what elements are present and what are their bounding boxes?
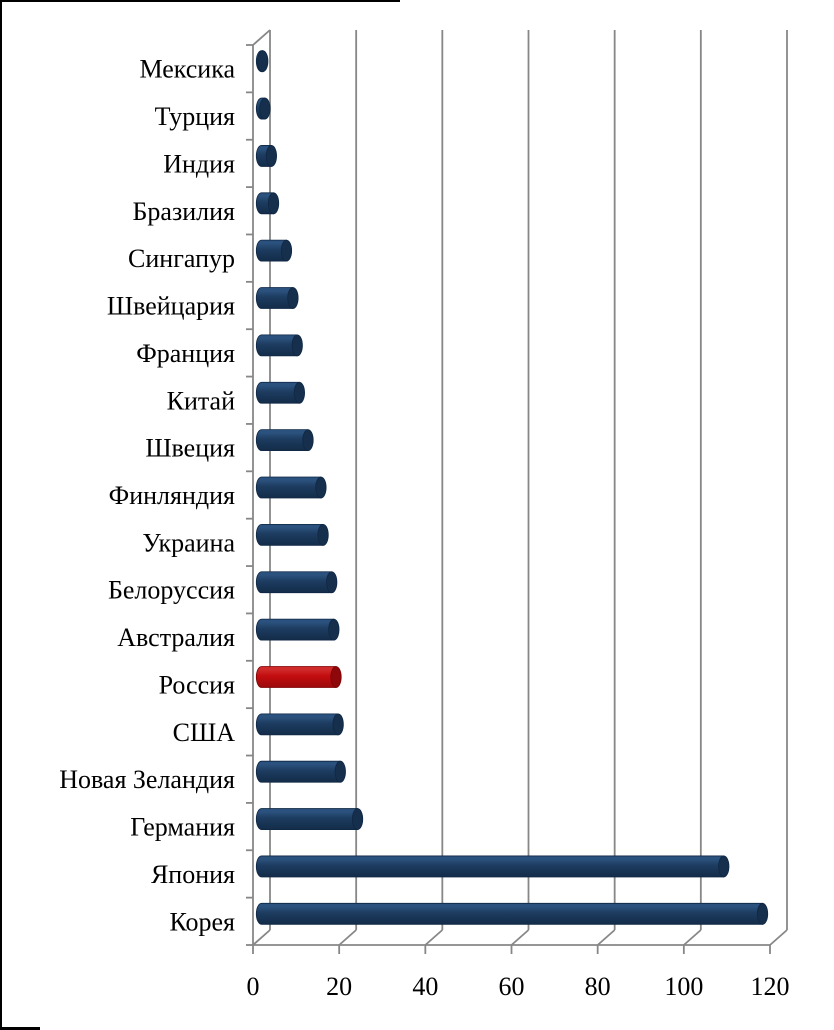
bar-body bbox=[255, 618, 335, 641]
bar bbox=[255, 476, 327, 499]
bar bbox=[255, 429, 314, 452]
bar bbox=[255, 97, 271, 120]
bar-end-cap bbox=[334, 760, 346, 783]
bar-end-cap bbox=[315, 476, 327, 499]
bar bbox=[255, 239, 293, 262]
floor-slant-connector bbox=[338, 929, 357, 946]
bar bbox=[255, 192, 280, 215]
bar-end-cap bbox=[718, 855, 730, 878]
x-tick-label: 0 bbox=[247, 972, 260, 1001]
bar bbox=[255, 334, 303, 357]
bar-end-cap bbox=[287, 287, 299, 309]
window-border-left bbox=[0, 0, 2, 1030]
x-tick-label: 100 bbox=[664, 972, 703, 1001]
category-label: Франция bbox=[136, 339, 235, 368]
category-label: Япония bbox=[151, 860, 235, 889]
window-border-top bbox=[0, 0, 400, 2]
bar-highlighted bbox=[255, 666, 342, 688]
bar-body bbox=[255, 239, 287, 262]
bar-end-cap bbox=[328, 618, 340, 641]
bar-body bbox=[255, 855, 725, 878]
bar-body bbox=[255, 666, 337, 688]
category-label: Швеция bbox=[145, 434, 235, 463]
bar-end-cap bbox=[280, 239, 293, 262]
bar-end-cap bbox=[332, 713, 344, 736]
x-tick-label: 60 bbox=[499, 972, 525, 1001]
category-label: Бразилия bbox=[132, 197, 235, 226]
bar bbox=[255, 713, 344, 736]
bar bbox=[255, 902, 769, 925]
window-border-bottom bbox=[0, 1027, 40, 1030]
bar-end-cap bbox=[317, 523, 329, 546]
bar-body bbox=[255, 523, 324, 546]
category-label: Индия bbox=[163, 149, 235, 178]
bar-end-cap bbox=[291, 334, 303, 357]
bar-body bbox=[255, 902, 763, 925]
bar bbox=[255, 618, 340, 641]
bar-end-cap bbox=[330, 666, 342, 688]
x-tick-label: 80 bbox=[585, 972, 611, 1001]
category-label: Германия bbox=[130, 813, 235, 842]
bar-body bbox=[255, 760, 341, 783]
x-tick-label: 120 bbox=[751, 972, 790, 1001]
category-label: Сингапур bbox=[128, 244, 235, 273]
category-label: США bbox=[173, 718, 236, 747]
bar-body bbox=[255, 334, 298, 357]
bar-body bbox=[255, 808, 358, 830]
floor-slant-connector bbox=[510, 929, 530, 946]
wall-top-slant bbox=[252, 29, 271, 46]
category-label: Австралия bbox=[117, 623, 235, 652]
bar-body bbox=[255, 571, 333, 594]
category-label: Украина bbox=[142, 528, 235, 557]
category-label: Россия bbox=[159, 670, 235, 699]
category-label: Турция bbox=[155, 102, 235, 131]
bar-end-cap bbox=[267, 192, 280, 215]
bar bbox=[255, 50, 269, 73]
bar bbox=[255, 571, 338, 594]
bar bbox=[255, 523, 329, 546]
bar-end-cap bbox=[351, 808, 364, 830]
category-label: Белоруссия bbox=[108, 576, 235, 605]
bar-body bbox=[255, 287, 294, 309]
bar-end-cap bbox=[265, 145, 277, 167]
bar-end-cap bbox=[302, 429, 314, 452]
bar bbox=[255, 760, 346, 783]
floor-slant-connector bbox=[683, 929, 702, 946]
bar-body bbox=[255, 429, 309, 452]
bar-body bbox=[255, 476, 322, 499]
bar bbox=[255, 381, 305, 404]
category-label: Мексика bbox=[139, 55, 235, 84]
bar bbox=[255, 287, 299, 309]
floor-slant-connector bbox=[252, 929, 271, 946]
x-tick-label: 20 bbox=[326, 972, 352, 1001]
category-label: Финляндия bbox=[109, 481, 235, 510]
x-tick-label: 40 bbox=[412, 972, 438, 1001]
floor-slant-connector bbox=[597, 929, 616, 946]
bar bbox=[255, 855, 730, 878]
bar-body bbox=[255, 381, 300, 404]
bar-end-cap bbox=[293, 381, 305, 404]
bar-end-cap bbox=[326, 571, 338, 594]
bar-body bbox=[255, 713, 339, 736]
category-label: Корея bbox=[169, 907, 235, 936]
bar-end-cap bbox=[257, 50, 269, 73]
bar bbox=[255, 808, 364, 830]
category-label: Китай bbox=[167, 386, 235, 415]
bar bbox=[255, 145, 277, 167]
floor-slant-connector bbox=[424, 929, 443, 946]
bar-end-cap bbox=[756, 902, 769, 925]
bar-end-cap bbox=[259, 97, 271, 120]
floor-slant-connector bbox=[769, 929, 788, 946]
category-label: Швейцария bbox=[107, 292, 235, 321]
category-label: Новая Зеландия bbox=[59, 765, 235, 794]
